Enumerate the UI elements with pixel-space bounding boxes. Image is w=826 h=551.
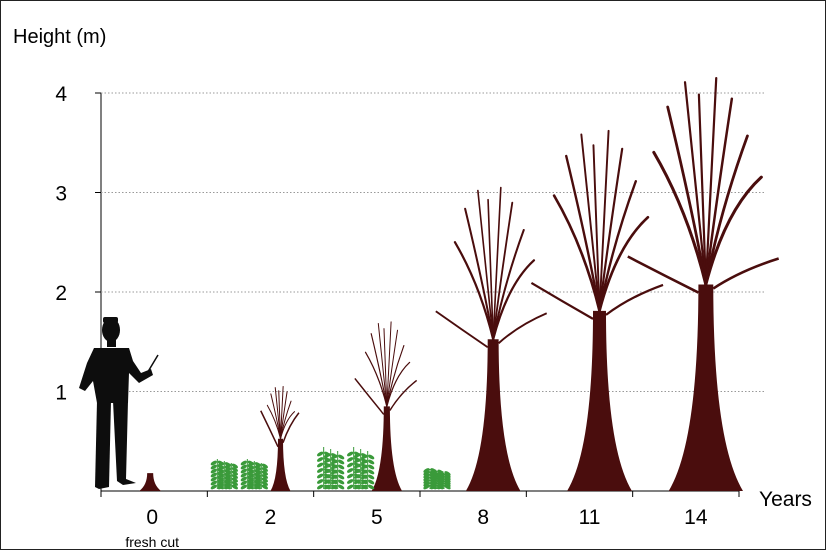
y-axis-title: Height (m) bbox=[13, 26, 106, 48]
x-tick-label: 0 bbox=[146, 506, 158, 529]
x-tick-label: 2 bbox=[265, 506, 277, 529]
ferns bbox=[210, 447, 451, 490]
tree-year-11 bbox=[530, 129, 664, 491]
x-tick-label: 8 bbox=[477, 506, 489, 529]
fern-cluster bbox=[317, 447, 375, 490]
gridlines bbox=[101, 92, 766, 392]
x-tick-label: 11 bbox=[579, 506, 601, 529]
tree-year-8 bbox=[435, 186, 548, 491]
fern-cluster bbox=[210, 459, 268, 490]
x-tick-label: 5 bbox=[371, 506, 383, 529]
y-tick-label: 3 bbox=[55, 183, 67, 206]
y-tick-label: 1 bbox=[55, 382, 67, 405]
y-tick-label: 2 bbox=[55, 282, 67, 305]
stage-labels: 0 fresh cut 2 5 8 11 14 bbox=[125, 506, 708, 550]
tree-year-14 bbox=[627, 76, 780, 491]
fern-cluster bbox=[423, 468, 451, 490]
trees bbox=[139, 76, 780, 491]
x-ticks bbox=[100, 491, 740, 497]
person-icon bbox=[79, 317, 159, 489]
x-tick-label: 14 bbox=[684, 506, 708, 529]
y-tick-label: 4 bbox=[55, 83, 67, 106]
tree-year-0 bbox=[139, 473, 162, 491]
stage-note: fresh cut bbox=[125, 534, 179, 550]
tree-year-2 bbox=[260, 386, 300, 491]
x-axis-title: Years bbox=[759, 488, 812, 511]
tree-year-5 bbox=[354, 321, 418, 491]
